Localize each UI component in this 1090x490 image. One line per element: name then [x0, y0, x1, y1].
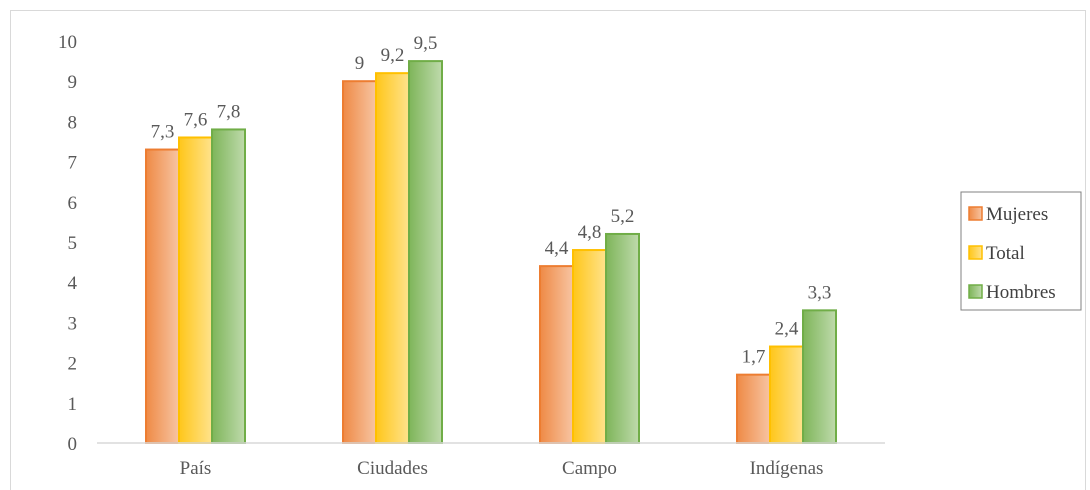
y-tick-label: 5	[68, 233, 78, 254]
x-tick-label: Ciudades	[357, 458, 428, 479]
data-label: 9,5	[414, 33, 438, 54]
data-label: 9,2	[381, 45, 405, 66]
bar-mujeres	[145, 148, 180, 444]
bar-mujeres	[539, 265, 574, 444]
y-tick-label: 9	[68, 72, 78, 93]
y-tick-label: 7	[68, 153, 78, 174]
data-label: 7,3	[151, 122, 175, 143]
y-tick-label: 4	[68, 273, 78, 294]
y-tick-label: 6	[68, 193, 78, 214]
bar-mujeres	[342, 80, 377, 444]
bar-hombres	[408, 60, 443, 444]
legend-swatch-mujeres	[968, 206, 983, 221]
y-tick-label: 3	[68, 313, 78, 334]
y-axis-ticks: 0 1 2 3 4 5 6 7 8 9 10	[58, 32, 78, 455]
data-label: 1,7	[742, 347, 766, 368]
legend-swatch-hombres	[968, 284, 983, 299]
legend: Mujeres Total Hombres	[960, 191, 1082, 311]
bar-total	[769, 345, 804, 444]
bar-hombres	[211, 128, 246, 444]
bar-total	[375, 72, 410, 444]
bars-group	[145, 60, 837, 444]
data-label: 4,8	[578, 222, 602, 243]
data-label: 7,8	[217, 101, 241, 122]
data-label: 2,4	[775, 319, 799, 340]
x-tick-label: Indígenas	[750, 458, 824, 479]
y-tick-label: 0	[68, 434, 78, 455]
y-tick-label: 8	[68, 112, 78, 133]
data-label: 3,3	[808, 282, 832, 303]
data-label: 4,4	[545, 238, 569, 259]
x-axis-category-labels: País Ciudades Campo Indígenas	[180, 458, 824, 479]
bar-hombres	[605, 232, 640, 444]
bar-total	[178, 136, 213, 444]
data-label: 9	[355, 53, 365, 74]
y-tick-label: 1	[68, 394, 78, 415]
bar-total	[572, 249, 607, 444]
x-tick-label: Campo	[562, 458, 617, 479]
data-label: 7,6	[184, 109, 208, 130]
x-tick-label: País	[180, 458, 212, 479]
chart-frame	[10, 10, 1086, 490]
bar-mujeres	[736, 373, 771, 444]
legend-swatch-total	[968, 245, 983, 260]
data-labels-group: 7,3 7,6 7,8 9 9,2 9,5 4,4 4,8 5,2 1,7 2,4 3,3	[151, 33, 832, 368]
legend-label: Mujeres	[986, 204, 1048, 225]
bar-hombres	[802, 309, 837, 444]
legend-label: Total	[986, 243, 1025, 264]
data-label: 5,2	[611, 206, 635, 227]
y-tick-label: 10	[58, 32, 77, 53]
y-tick-label: 2	[68, 354, 78, 375]
legend-label: Hombres	[986, 282, 1056, 303]
